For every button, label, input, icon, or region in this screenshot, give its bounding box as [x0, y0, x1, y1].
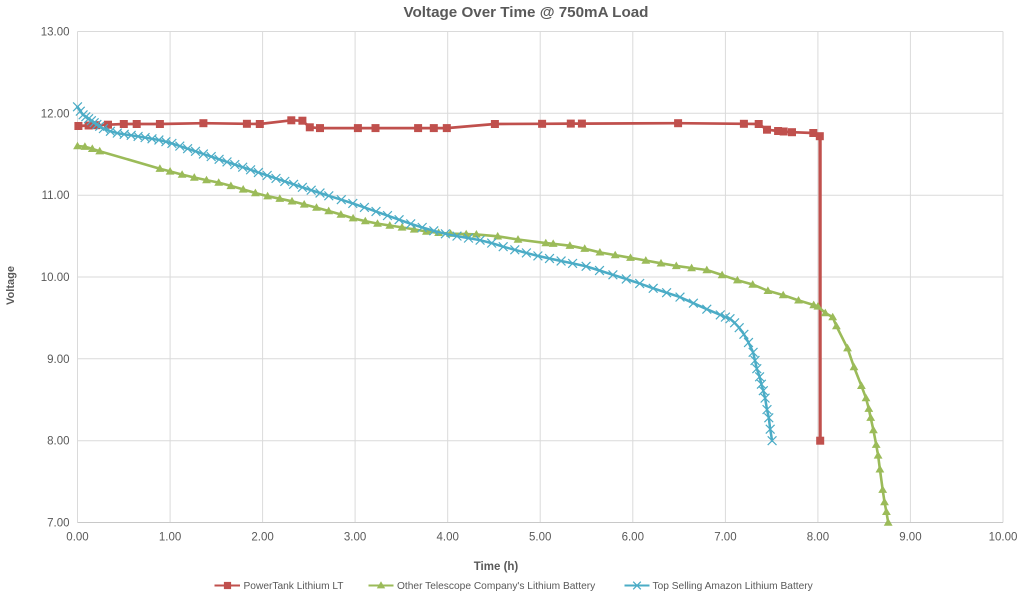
svg-text:Other Telescope Company's Lith: Other Telescope Company's Lithium Batter… — [397, 581, 596, 592]
svg-text:9.00: 9.00 — [47, 354, 69, 366]
svg-text:11.00: 11.00 — [42, 190, 70, 202]
svg-text:9.00: 9.00 — [899, 532, 921, 544]
svg-text:1.00: 1.00 — [159, 532, 181, 544]
svg-text:6.00: 6.00 — [622, 532, 644, 544]
svg-text:2.00: 2.00 — [251, 532, 273, 544]
svg-text:12.00: 12.00 — [41, 108, 70, 120]
svg-text:7.00: 7.00 — [47, 518, 69, 530]
svg-text:PowerTank Lithium LT: PowerTank Lithium LT — [244, 581, 344, 592]
svg-text:Top Selling Amazon Lithium Bat: Top Selling Amazon Lithium Battery — [653, 581, 814, 592]
svg-text:0.00: 0.00 — [66, 532, 88, 544]
svg-text:Voltage: Voltage — [5, 266, 17, 305]
svg-text:Voltage Over Time @ 750mA Load: Voltage Over Time @ 750mA Load — [404, 4, 649, 21]
svg-text:8.00: 8.00 — [47, 436, 69, 448]
svg-text:13.00: 13.00 — [41, 27, 70, 39]
svg-text:8.00: 8.00 — [807, 532, 829, 544]
svg-text:3.00: 3.00 — [344, 532, 366, 544]
svg-text:7.00: 7.00 — [714, 532, 736, 544]
svg-text:10.00: 10.00 — [41, 272, 70, 284]
svg-text:5.00: 5.00 — [529, 532, 551, 544]
svg-text:Time (h): Time (h) — [474, 561, 519, 573]
svg-text:10.00: 10.00 — [989, 532, 1018, 544]
svg-text:4.00: 4.00 — [437, 532, 459, 544]
